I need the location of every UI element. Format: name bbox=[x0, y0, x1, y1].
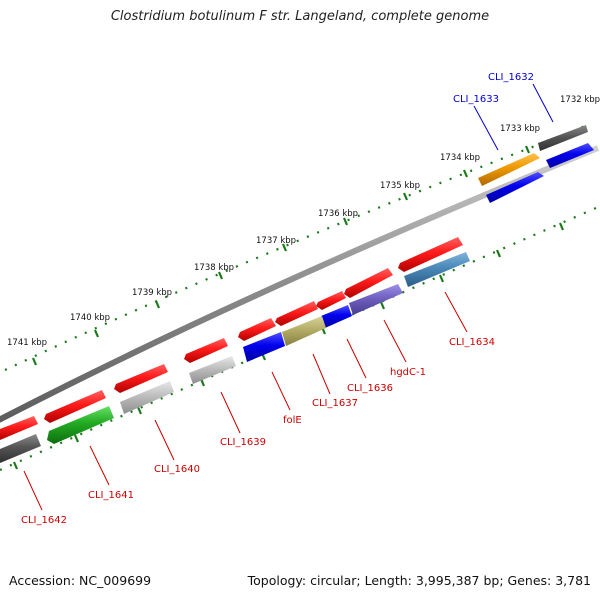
kbp-label-1740: 1740 kbp bbox=[70, 313, 110, 323]
gene-red-5[interactable] bbox=[238, 318, 276, 341]
leader-cli1642 bbox=[23, 470, 43, 511]
leader-cli1640 bbox=[154, 419, 175, 461]
label-cli1633: CLI_1633 bbox=[453, 94, 499, 105]
kbp-label-1732: 1732 kbp bbox=[560, 95, 600, 105]
leader-fole bbox=[271, 371, 291, 411]
leader-cli1637 bbox=[312, 353, 331, 395]
label-cli1641: CLI_1641 bbox=[88, 490, 134, 501]
gene-cli1640[interactable] bbox=[120, 381, 174, 414]
label-cli1639: CLI_1639 bbox=[220, 437, 266, 448]
leader-cli1641 bbox=[89, 445, 110, 486]
genes-lower-track bbox=[0, 252, 470, 463]
genome-backbone bbox=[0, 145, 600, 423]
genes-outer-track bbox=[478, 125, 594, 203]
kbp-labels: 1732 kbp 1733 kbp 1734 kbp 1735 kbp 1736… bbox=[7, 95, 600, 348]
kbp-label-1736: 1736 kbp bbox=[318, 209, 358, 219]
label-leader-lines bbox=[23, 83, 554, 511]
map-title: Clostridium botulinum F str. Langeland, … bbox=[110, 9, 490, 24]
gene-red-7[interactable] bbox=[114, 364, 168, 393]
gene-red-6[interactable] bbox=[184, 338, 228, 363]
gene-red-9[interactable] bbox=[0, 416, 38, 440]
gene-red-1[interactable] bbox=[398, 237, 463, 272]
label-cli1634: CLI_1634 bbox=[449, 337, 495, 348]
label-cli1642: CLI_1642 bbox=[21, 515, 67, 526]
kbp-label-1735: 1735 kbp bbox=[380, 181, 420, 191]
label-fole: folE bbox=[283, 415, 302, 426]
kbp-label-1734: 1734 kbp bbox=[440, 153, 480, 163]
label-cli1640: CLI_1640 bbox=[154, 464, 200, 475]
gene-cli1633[interactable] bbox=[478, 153, 540, 186]
gene-red-4[interactable] bbox=[275, 301, 318, 326]
label-hgdc1: hgdC-1 bbox=[390, 367, 426, 378]
kbp-label-1739: 1739 kbp bbox=[132, 288, 172, 298]
gene-hgdc1[interactable] bbox=[349, 284, 403, 315]
gene-cli1632-top[interactable] bbox=[538, 125, 588, 151]
gene-red-8[interactable] bbox=[44, 390, 106, 423]
leader-cli1632 bbox=[532, 83, 554, 123]
gene-cli1636[interactable] bbox=[321, 305, 352, 328]
leader-cli1633 bbox=[473, 105, 499, 151]
leader-cli1639 bbox=[220, 391, 241, 434]
label-cli1632: CLI_1632 bbox=[488, 72, 534, 83]
kbp-label-1738: 1738 kbp bbox=[194, 263, 234, 273]
gene-cli1634[interactable] bbox=[404, 252, 470, 287]
kbp-label-1741: 1741 kbp bbox=[7, 338, 47, 348]
gene-cli1641[interactable] bbox=[47, 406, 114, 444]
kbp-label-1733: 1733 kbp bbox=[500, 124, 540, 134]
genes-red-track bbox=[0, 237, 463, 440]
leader-hgdc1 bbox=[383, 319, 407, 363]
gene-blue-top-right[interactable] bbox=[546, 143, 594, 168]
gene-cli1637[interactable] bbox=[282, 316, 326, 346]
gene-cli1639[interactable] bbox=[189, 356, 236, 384]
gene-labels: CLI_1632 CLI_1633 CLI_1634 hgdC-1 CLI_16… bbox=[21, 72, 534, 526]
gene-blue-under-orange[interactable] bbox=[486, 172, 544, 203]
gene-red-2[interactable] bbox=[344, 268, 393, 298]
gene-red-3[interactable] bbox=[316, 291, 346, 310]
label-cli1637: CLI_1637 bbox=[312, 398, 358, 409]
kbp-label-1737: 1737 kbp bbox=[256, 236, 296, 246]
accession-text: Accession: NC_009699 bbox=[9, 573, 152, 588]
label-cli1636: CLI_1636 bbox=[347, 383, 393, 394]
gene-fole[interactable] bbox=[243, 332, 285, 362]
leader-cli1636 bbox=[346, 338, 367, 379]
gene-cli1642[interactable] bbox=[0, 434, 41, 463]
leader-cli1634 bbox=[444, 291, 468, 333]
topology-text: Topology: circular; Length: 3,995,387 bp… bbox=[247, 573, 591, 588]
